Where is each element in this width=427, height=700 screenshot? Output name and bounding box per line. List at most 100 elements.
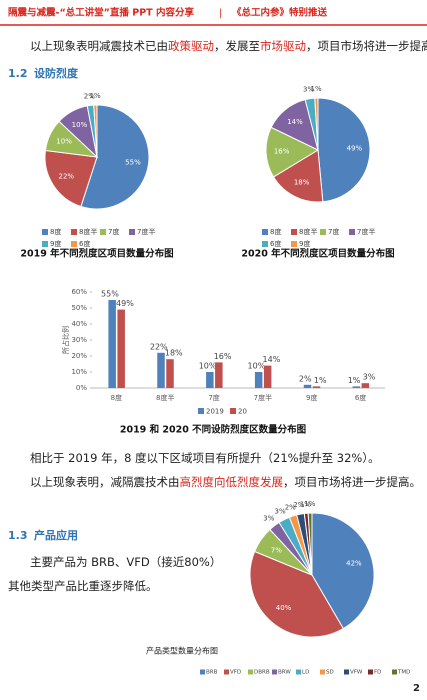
x-tick-label: 7度半: [254, 393, 272, 402]
legend-label: 8度: [50, 227, 61, 236]
bar: [166, 359, 174, 388]
slice-label: 16%: [274, 148, 290, 156]
y-tick-label: 50%: [71, 304, 87, 312]
y-tick-label: 40%: [71, 320, 87, 328]
pie-slice: [272, 149, 324, 203]
legend-swatch: [262, 241, 268, 247]
slice-label: 1%: [300, 500, 311, 508]
legend-label: 8度半: [299, 227, 317, 236]
text-run: 主要产品为 BRB、VFD（接近80%）: [30, 555, 221, 569]
legend-label: FD: [374, 670, 381, 676]
section-number: 1.2: [8, 67, 28, 80]
legend-swatch: [320, 669, 325, 675]
bar: [361, 383, 370, 388]
text-run: ，项目市场将进一步提高。: [283, 475, 421, 489]
legend-label: 8度半: [79, 227, 97, 236]
x-tick-label: 6度: [355, 393, 366, 402]
bar-label: 55%: [101, 290, 119, 299]
slice-label: 2%: [293, 501, 304, 509]
pie-slice: [265, 126, 320, 178]
section-number: 1.3: [8, 529, 28, 542]
legend-swatch: [320, 229, 326, 235]
legend-label: SD: [326, 670, 334, 676]
legend-label: 8度: [270, 227, 281, 236]
slice-label: 7%: [271, 546, 282, 554]
legend-label: 6度: [270, 239, 281, 248]
paragraph: 以上现象表明，减隔震技术由高烈度向低烈度发展，项目市场将进一步提高。: [30, 475, 421, 489]
legend-swatch: [248, 669, 253, 675]
bar: [117, 309, 125, 388]
pie-slice: [317, 97, 371, 203]
pie-slice: [44, 149, 98, 208]
text-run: 以上现象表明减震技术已由: [30, 39, 168, 53]
legend-swatch: [71, 229, 77, 235]
legend-swatch: [42, 229, 48, 235]
pie-slice: [307, 512, 313, 576]
section-title: 设防烈度: [34, 66, 79, 80]
y-tick-label: 60%: [71, 288, 87, 296]
pie-slice: [314, 97, 319, 151]
slice-label: 10%: [72, 121, 88, 129]
slice-label: 3%: [263, 515, 274, 523]
page-number: 2: [413, 683, 420, 694]
legend-swatch: [368, 669, 373, 675]
legend-swatch: [344, 669, 349, 675]
x-tick-label: 8度半: [156, 393, 174, 402]
bar-label: 3%: [363, 373, 376, 382]
slice-label: 18%: [294, 179, 310, 187]
legend-swatch: [291, 229, 297, 235]
bar-label: 22%: [150, 342, 168, 351]
x-tick-label: 7度: [208, 393, 219, 402]
legend-label: VFD: [230, 670, 241, 676]
legend-swatch: [42, 241, 48, 247]
text-run: 高烈度向低烈度发展: [180, 475, 284, 489]
legend-label: 9度: [50, 239, 61, 248]
bar: [215, 362, 223, 388]
chart-caption: 产品类型数量分布图: [146, 646, 218, 656]
slice-label: 3%: [303, 86, 314, 94]
legend-swatch: [349, 229, 355, 235]
legend-label: BRW: [278, 670, 291, 676]
legend-swatch: [230, 408, 236, 414]
paragraph: 主要产品为 BRB、VFD（接近80%）: [30, 555, 221, 569]
legend-swatch: [71, 241, 77, 247]
legend-label: 9度: [299, 239, 310, 248]
bar-label: 16%: [214, 352, 232, 361]
header-right: 《总工内参》特别推送: [232, 7, 328, 19]
legend-swatch: [100, 229, 106, 235]
legend-label: 20: [238, 408, 247, 416]
legend-swatch: [262, 229, 268, 235]
slice-label: 14%: [287, 118, 303, 126]
header-left: 隔震与减震-“总工讲堂”直播 PPT 内容分享: [8, 7, 194, 19]
legend-label: 7度半: [137, 227, 155, 236]
slice-label: 49%: [347, 144, 363, 152]
bar: [303, 384, 312, 388]
text-run: 以上现象表明，减隔震技术由: [30, 475, 180, 489]
bar-label: 49%: [116, 299, 134, 308]
slice-label: 42%: [346, 560, 362, 568]
legend-swatch: [296, 669, 301, 675]
pie-slice: [80, 104, 150, 210]
legend-label: 2019: [206, 408, 224, 416]
y-tick-label: 30%: [71, 336, 87, 344]
bar-label: 1%: [314, 376, 327, 385]
paragraph: 其他类型产品比重逐步降低。: [8, 579, 158, 593]
y-tick-label: 0%: [76, 384, 87, 392]
pie-slice: [249, 550, 344, 638]
chart-caption: 2019 年不同烈度区项目数量分布图: [20, 248, 173, 260]
pie-slice: [93, 104, 98, 158]
slice-label: 10%: [56, 138, 72, 146]
text-run: ，发展至: [214, 39, 260, 53]
bar-label: 14%: [263, 355, 281, 364]
legend-label: BRB: [206, 670, 218, 676]
text-run: 市场驱动: [260, 39, 306, 53]
slice-label: 1%: [90, 92, 101, 100]
bar-label: 10%: [248, 362, 266, 371]
legend-swatch: [198, 408, 204, 414]
legend-label: 7度: [108, 227, 119, 236]
slice-label: 55%: [125, 159, 141, 167]
legend-swatch: [200, 669, 205, 675]
legend-label: DBRB: [254, 670, 270, 676]
bar: [352, 386, 361, 388]
legend-label: 6度: [79, 239, 90, 248]
